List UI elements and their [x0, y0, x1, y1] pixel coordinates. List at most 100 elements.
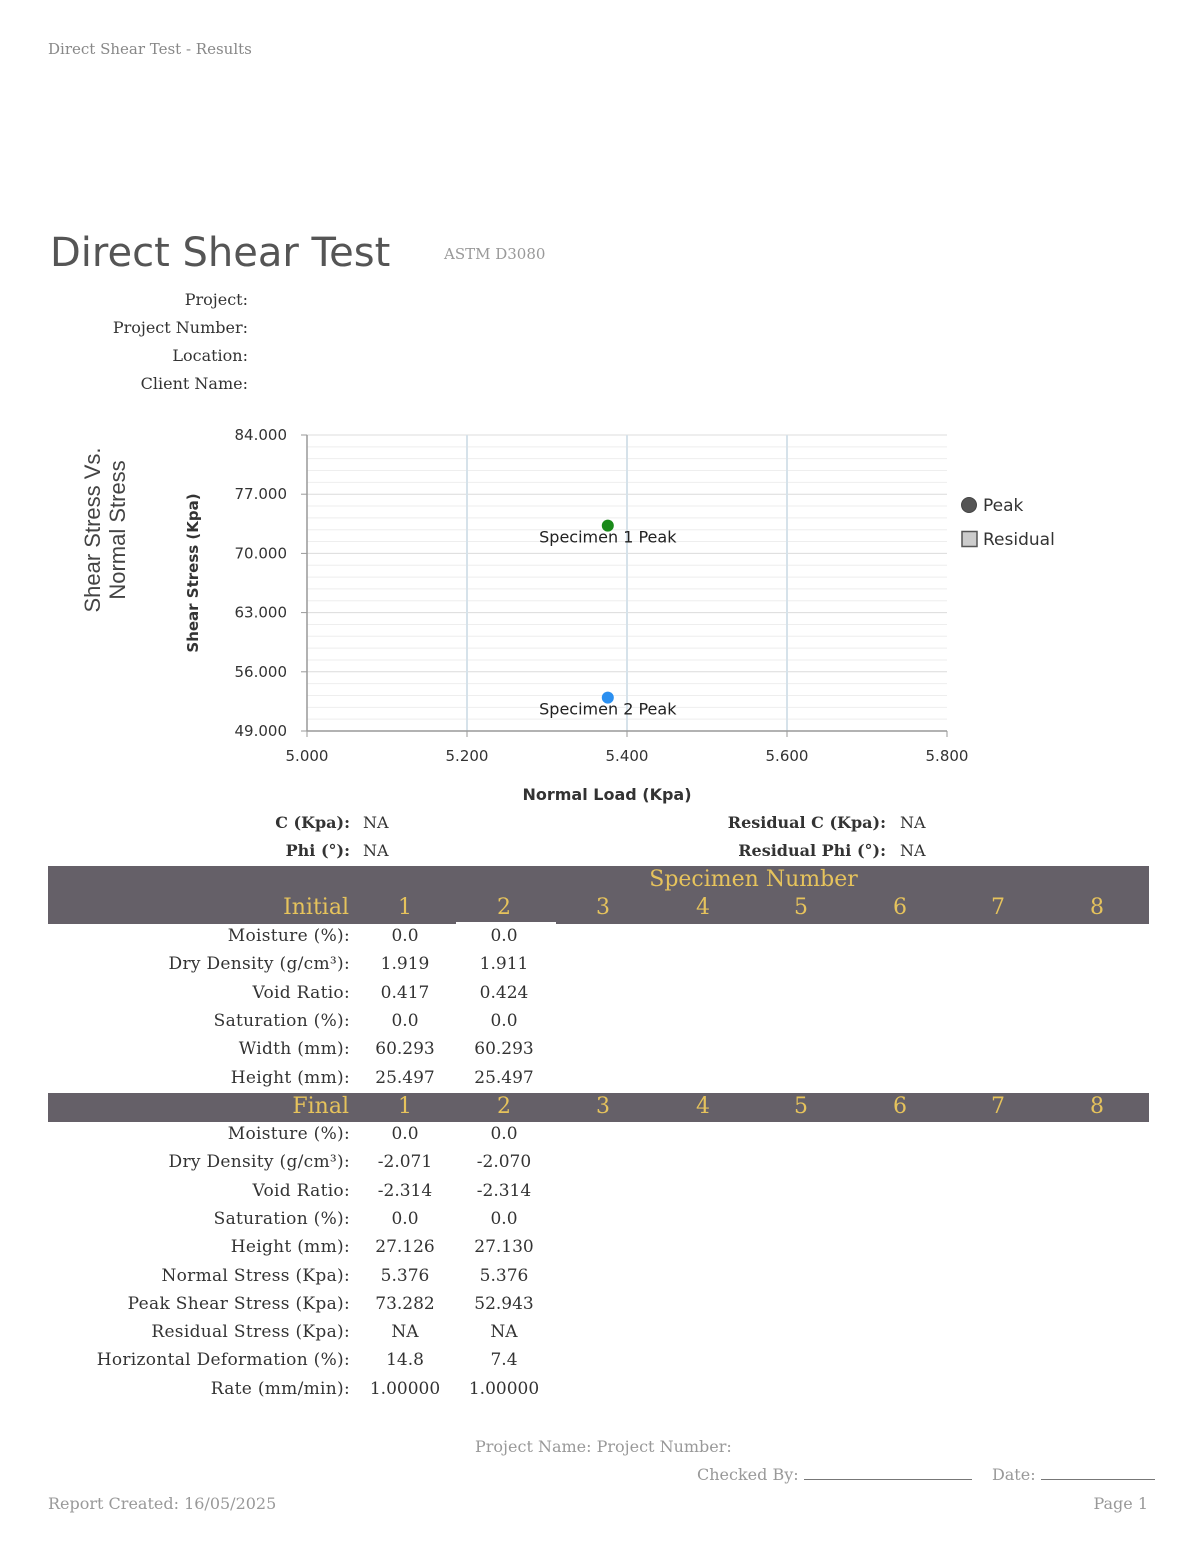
table-cell: 7.4 [490, 1350, 518, 1371]
table-cell: 0.0 [490, 1124, 518, 1144]
table-cell: 5.376 [479, 1265, 529, 1286]
residual-c-label: Residual C (Kpa): [727, 813, 886, 832]
table-cell: 0.0 [490, 926, 518, 946]
table-cell: 60.293 [375, 1039, 435, 1060]
report-created: Report Created: 16/05/2025 [48, 1494, 277, 1513]
table-cell: 0.0 [391, 1208, 419, 1229]
y-tick-label: 56.000 [235, 663, 288, 681]
residual-c-value: NA [900, 813, 926, 832]
y-tick-label: 77.000 [235, 485, 288, 503]
initial-label: Initial [283, 895, 349, 920]
x-tick-label: 5.800 [926, 747, 969, 765]
table-row-label: Void Ratio: [252, 982, 350, 1003]
header-gap [456, 922, 556, 924]
table-cell: -2.314 [377, 1180, 433, 1201]
date-label: Date: [991, 1465, 1036, 1484]
table-row-label: Residual Stress (Kpa): [151, 1322, 350, 1343]
table-row-label: Normal Stress (Kpa): [161, 1265, 350, 1286]
x-axis-title: Normal Load (Kpa) [522, 785, 691, 804]
table-cell: 0.0 [490, 1010, 518, 1031]
table-cell: 0.0 [490, 1208, 518, 1229]
initial-col-header-7: 7 [991, 895, 1005, 920]
final-col-header-7: 7 [991, 1094, 1005, 1119]
legend-marker-circle [961, 497, 977, 513]
table-cell: 0.0 [391, 926, 419, 946]
table-row-label: Horizontal Deformation (%): [96, 1350, 350, 1371]
final-col-header-6: 6 [893, 1094, 907, 1119]
table-row-label: Moisture (%): [227, 1124, 350, 1144]
table-cell: 73.282 [375, 1293, 435, 1314]
final-col-header-2: 2 [497, 1094, 511, 1119]
table-cell: 60.293 [474, 1039, 534, 1060]
legend-label: Residual [983, 530, 1055, 550]
y-tick-label: 70.000 [235, 544, 288, 562]
initial-column-headers: 1 2 3 4 5 6 7 8 [48, 895, 1149, 923]
project-number-label: Project Number: [112, 318, 248, 337]
y-tick-label: 84.000 [235, 426, 288, 444]
final-col-header-1: 1 [398, 1094, 412, 1119]
table-row-label: Height (mm): [230, 1067, 350, 1088]
table-cell: 27.130 [474, 1237, 534, 1258]
table-row-label: Peak Shear Stress (Kpa): [127, 1293, 350, 1314]
table-cell: 1.00000 [369, 1378, 441, 1399]
table-row-label: Width (mm): [238, 1039, 350, 1060]
x-tick-label: 5.400 [606, 747, 649, 765]
initial-col-header-1: 1 [398, 895, 412, 920]
chart-side-title-line2: Normal Stress [105, 460, 130, 599]
footer-project-line: Project Name: Project Number: [475, 1437, 732, 1456]
table-row-label: Saturation (%): [213, 1208, 350, 1229]
client-name-label: Client Name: [140, 374, 248, 393]
legend-label: Peak [983, 496, 1024, 516]
table-cell: 14.8 [386, 1350, 424, 1371]
table-cell: 0.0 [391, 1124, 419, 1144]
final-rows: Moisture (%): 0.0 0.0 Dry Density (g/cm³): -… [0, 1122, 1200, 1412]
table-cell: 1.911 [479, 954, 529, 975]
checked-by-field: Checked By: Date: [697, 1465, 1155, 1484]
table-cell: 5.376 [380, 1265, 430, 1286]
table-cell: 1.919 [380, 954, 430, 975]
y-tick-label: 49.000 [235, 722, 288, 740]
data-point [601, 691, 614, 704]
c-value: NA [363, 813, 389, 832]
table-cell: 0.417 [380, 982, 430, 1003]
table-cell: -2.070 [476, 1152, 532, 1173]
x-tick-label: 5.200 [446, 747, 489, 765]
table-cell: 25.497 [474, 1067, 534, 1088]
table-cell: -2.071 [377, 1152, 433, 1173]
table-cell: 25.497 [375, 1067, 435, 1088]
data-point-label: Specimen 2 Peak [539, 700, 677, 719]
data-point-label: Specimen 1 Peak [539, 528, 677, 547]
residual-phi-value: NA [900, 841, 926, 860]
table-cell: 0.0 [391, 1010, 419, 1031]
specimen-number-header: Specimen Number [649, 867, 858, 892]
residual-phi-label: Residual Phi (°): [738, 841, 886, 860]
table-row-label: Dry Density (g/cm³): [168, 1152, 350, 1173]
x-tick-label: 5.600 [766, 747, 809, 765]
c-label: C (Kpa): [275, 813, 350, 832]
initial-rows: Moisture (%): 0.0 0.0 Dry Density (g/cm³): 1… [0, 924, 1200, 1094]
location-label: Location: [172, 346, 248, 365]
initial-col-header-6: 6 [893, 895, 907, 920]
chart-side-title-line1: Shear Stress Vs. [80, 447, 105, 612]
standard-label: ASTM D3080 [444, 245, 546, 263]
table-row-label: Rate (mm/min): [210, 1378, 350, 1399]
table-cell: 27.126 [375, 1237, 435, 1258]
chart-side-title: Shear Stress Vs. Normal Stress [80, 447, 130, 612]
page-header: Direct Shear Test - Results [48, 40, 252, 58]
y-axis-title: Shear Stress (Kpa) [184, 493, 202, 652]
table-row-label: Moisture (%): [227, 926, 350, 946]
table-row-label: Void Ratio: [252, 1180, 350, 1201]
phi-label: Phi (°): [285, 841, 350, 860]
date-line [1040, 1465, 1155, 1480]
table-cell: 0.424 [479, 982, 529, 1003]
final-header-band: Final 1 2 3 4 5 6 7 8 [48, 1093, 1149, 1122]
table-cell: NA [391, 1322, 419, 1343]
table-row-label: Height (mm): [230, 1237, 350, 1258]
x-tick-label: 5.000 [286, 747, 329, 765]
initial-col-header-8: 8 [1090, 895, 1104, 920]
table-row-label: Dry Density (g/cm³): [168, 954, 350, 975]
y-tick-label: 63.000 [235, 604, 288, 622]
project-label: Project: [184, 290, 248, 309]
page-number: Page 1 [1093, 1494, 1148, 1513]
final-label: Final [292, 1094, 349, 1119]
